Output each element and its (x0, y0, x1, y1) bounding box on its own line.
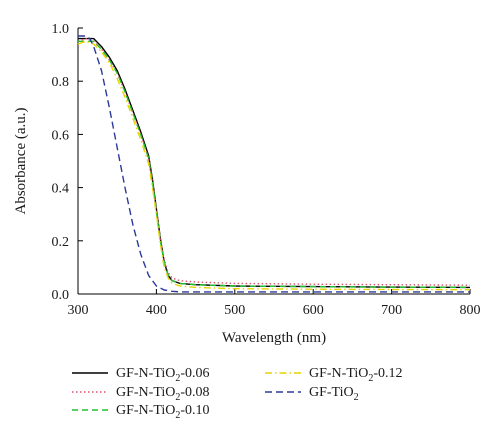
x-tick-label: 800 (460, 303, 481, 318)
legend-label-3: GF-N-TiO2-0.12 (309, 366, 403, 384)
y-axis-title: Absorbance (a.u.) (13, 107, 29, 214)
series-line-4 (78, 35, 470, 293)
legend-label-2: GF-N-TiO2-0.10 (116, 403, 210, 421)
series-line-3 (77, 40, 471, 291)
legend-label-4: GF-TiO2 (309, 385, 359, 403)
y-tick-label: 0.4 (52, 182, 70, 197)
x-tick-label: 300 (68, 303, 89, 318)
series-layer (77, 35, 471, 293)
plot-area (77, 28, 470, 295)
series-line-1 (77, 37, 471, 286)
x-tick-label: 400 (146, 303, 167, 318)
series-line-2 (78, 40, 471, 289)
y-tick-label: 0.8 (52, 75, 70, 90)
y-tick-label: 0.2 (52, 235, 70, 250)
x-tick-label: 700 (381, 303, 402, 318)
y-tick-label: 0.0 (52, 288, 70, 303)
x-tick-label: 600 (303, 303, 324, 318)
y-ticks: 0.0 0.2 0.4 0.6 0.8 1.0 (52, 22, 83, 303)
y-tick-label: 1.0 (52, 22, 70, 37)
x-axis-title: Wavelength (nm) (222, 330, 326, 346)
legend: GF-N-TiO2-0.06GF-N-TiO2-0.08GF-N-TiO2-0.… (72, 366, 403, 421)
series-line-0 (78, 37, 471, 289)
legend-label-1: GF-N-TiO2-0.08 (116, 385, 210, 403)
x-ticks: 300 400 500 600 700 800 (68, 289, 481, 318)
x-tick-label: 500 (224, 303, 245, 318)
y-tick-label: 0.6 (52, 128, 70, 143)
legend-label-0: GF-N-TiO2-0.06 (116, 366, 210, 384)
